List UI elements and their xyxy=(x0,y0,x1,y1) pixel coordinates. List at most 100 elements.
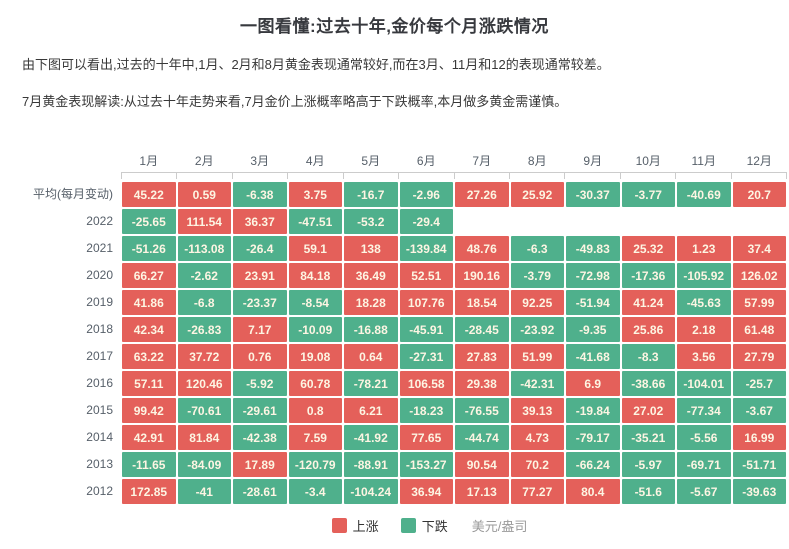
month-header-row: 1月 2月 3月 4月 5月 6月 7月 8月 9月 10月 11月 12月 xyxy=(0,150,787,172)
heatmap-row: 2014 42.91 81.84 -42.38 7.59 -41.92 77.65 -44.7… xyxy=(0,424,787,451)
heatmap-cell: -3.79 xyxy=(510,263,564,288)
heatmap-cell: -3.77 xyxy=(621,182,675,207)
page-title: 一图看懂:过去十年,金价每个月涨跌情况 xyxy=(240,17,549,36)
heatmap-cell: -29.61 xyxy=(233,398,287,423)
heatmap-cell: -25.7 xyxy=(732,371,786,396)
heatmap-cell: -78.21 xyxy=(344,371,398,396)
axis-tick xyxy=(453,173,509,179)
chart-legend: 上涨 下跌 美元/盎司 xyxy=(0,516,789,535)
heatmap-cell: -42.38 xyxy=(233,425,287,450)
heatmap-cell: -19.84 xyxy=(566,398,620,423)
heatmap-cell: 57.11 xyxy=(122,371,176,396)
heatmap-cell: -17.36 xyxy=(621,263,675,288)
row-label: 2021 xyxy=(86,241,113,255)
heatmap-cell: -9.35 xyxy=(566,317,620,342)
heatmap-cell: -153.27 xyxy=(399,452,453,477)
axis-tick xyxy=(342,173,398,179)
heatmap-cell: -3.67 xyxy=(732,398,786,423)
heatmap-cell: -16.88 xyxy=(344,317,398,342)
heatmap-cell: -84.09 xyxy=(177,452,231,477)
heatmap-cell xyxy=(511,209,565,234)
heatmap-cell: -6.38 xyxy=(233,182,287,207)
heatmap-cell: -5.92 xyxy=(233,371,287,396)
heatmap-cell: 66.27 xyxy=(122,263,176,288)
heatmap-cell: -120.79 xyxy=(288,452,342,477)
row-label: 2017 xyxy=(86,349,113,363)
heatmap-cell: -3.4 xyxy=(288,479,342,504)
heatmap-cell: -40.69 xyxy=(677,182,731,207)
heatmap-row: 2017 63.22 37.72 0.76 19.08 0.64 -27.31 27.83 51… xyxy=(0,343,787,370)
heatmap-cell: 3.56 xyxy=(677,344,731,369)
heatmap-cell: 2.18 xyxy=(677,317,731,342)
heatmap-cell: 20.7 xyxy=(732,182,786,207)
heatmap-cell: 51.99 xyxy=(510,344,564,369)
heatmap-cell xyxy=(455,209,509,234)
heatmap-row: 2019 41.86 -6.8 -23.37 -8.54 18.28 107.76 18.54… xyxy=(0,289,787,316)
heatmap-cell: -113.08 xyxy=(177,236,231,261)
heatmap-cell: 27.26 xyxy=(455,182,509,207)
heatmap-cell: 60.78 xyxy=(288,371,342,396)
heatmap-cell: -41.92 xyxy=(344,425,398,450)
month-label: 5月 xyxy=(361,154,381,168)
heatmap-cell: 120.46 xyxy=(177,371,231,396)
heatmap-cell: 59.1 xyxy=(288,236,342,261)
heatmap-cell: 52.51 xyxy=(399,263,453,288)
heatmap-cell: -6.8 xyxy=(177,290,231,315)
axis-tick xyxy=(231,173,287,179)
heatmap-cell: -69.71 xyxy=(677,452,731,477)
heatmap-cell: 17.13 xyxy=(455,479,509,504)
heatmap-cell: -66.24 xyxy=(566,452,620,477)
month-label: 4月 xyxy=(305,154,325,168)
heatmap-cell: -79.17 xyxy=(566,425,620,450)
heatmap-cell: 138 xyxy=(344,236,398,261)
heatmap-cell: -77.34 xyxy=(677,398,731,423)
month-label: 1月 xyxy=(139,154,159,168)
heatmap-cell: -26.83 xyxy=(177,317,231,342)
heatmap-cell: 6.21 xyxy=(344,398,398,423)
heatmap-cell: -23.37 xyxy=(233,290,287,315)
heatmap-cell: -27.31 xyxy=(399,344,453,369)
rise-legend-swatch xyxy=(331,518,347,533)
axis-tick xyxy=(730,173,786,179)
heatmap-cell: 17.89 xyxy=(233,452,287,477)
heatmap-cell: -104.24 xyxy=(344,479,398,504)
heatmap-cell: 126.02 xyxy=(732,263,786,288)
month-label: 9月 xyxy=(583,154,603,168)
heatmap-cell: -51.6 xyxy=(621,479,675,504)
heatmap-cell: -35.21 xyxy=(621,425,675,450)
heatmap-cell: -16.7 xyxy=(344,182,398,207)
heatmap-cell: 107.76 xyxy=(399,290,453,315)
heatmap-cell: 0.59 xyxy=(177,182,231,207)
month-label: 6月 xyxy=(416,154,436,168)
month-label: 3月 xyxy=(250,154,270,168)
heatmap-row: 平均(每月变动) 45.22 0.59 -6.38 3.75 -16.7 -2.96 27.2… xyxy=(0,181,787,208)
heatmap-cell: -8.3 xyxy=(621,344,675,369)
month-label: 12月 xyxy=(746,154,772,168)
heatmap-cell: 18.28 xyxy=(344,290,398,315)
fall-legend-swatch xyxy=(400,518,416,533)
heatmap-cell: 84.18 xyxy=(288,263,342,288)
heatmap-rows: 平均(每月变动) 45.22 0.59 -6.38 3.75 -16.7 -2.96 27.2… xyxy=(0,181,789,505)
row-label: 2012 xyxy=(86,484,113,498)
heatmap-cell: -30.37 xyxy=(566,182,620,207)
heatmap-cell: 1.23 xyxy=(677,236,731,261)
heatmap-cell: 23.91 xyxy=(233,263,287,288)
heatmap-cell: 190.16 xyxy=(455,263,509,288)
heatmap-cell: 90.54 xyxy=(455,452,509,477)
heatmap-cell: 80.4 xyxy=(566,479,620,504)
axis-tick xyxy=(176,173,231,179)
heatmap-cell: -105.92 xyxy=(677,263,731,288)
heatmap-cell: 63.22 xyxy=(122,344,176,369)
heatmap-row: 2013 -11.65 -84.09 17.89 -120.79 -88.91 -153.2… xyxy=(0,451,787,478)
heatmap-cell: -139.84 xyxy=(399,236,453,261)
heatmap-row: 2016 57.11 120.46 -5.92 60.78 -78.21 106.58 29.… xyxy=(0,370,787,397)
heatmap-cell: 92.25 xyxy=(510,290,564,315)
fall-legend-label: 下跌 xyxy=(421,519,448,534)
heatmap-cell: -6.3 xyxy=(510,236,564,261)
heatmap-cell: 18.54 xyxy=(455,290,509,315)
heatmap-row: 2012 172.85 -41 -28.61 -3.4 -104.24 36.94 17.13… xyxy=(0,478,787,505)
heatmap-cell: 0.64 xyxy=(344,344,398,369)
row-label: 2013 xyxy=(86,457,113,471)
heatmap-cell: 19.08 xyxy=(288,344,342,369)
